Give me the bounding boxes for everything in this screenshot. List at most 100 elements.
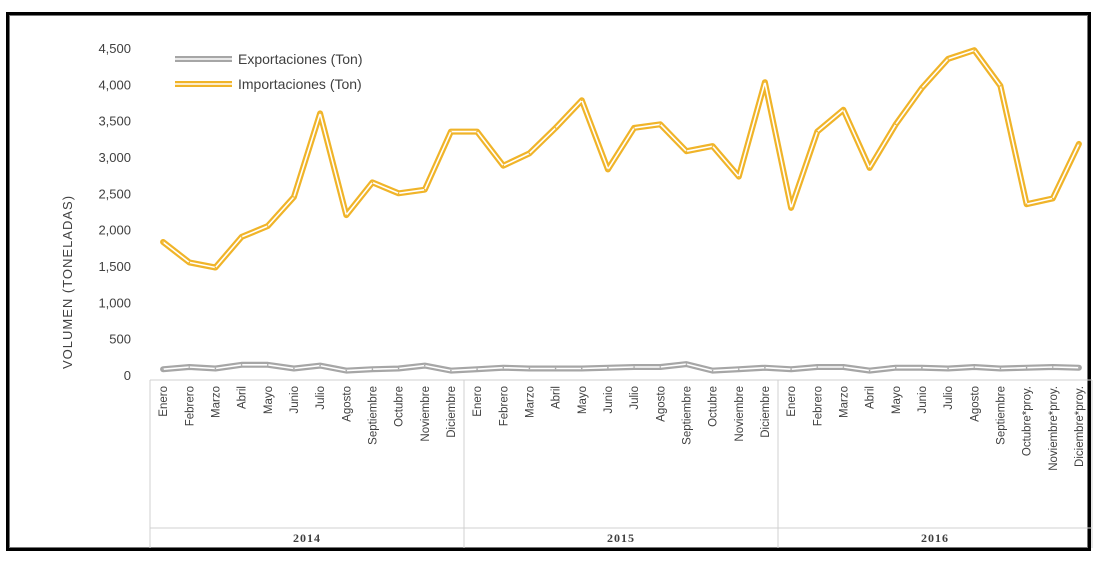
data-point-exportaciones xyxy=(1078,366,1080,369)
category-label: Enero xyxy=(472,386,484,417)
data-point-exportaciones xyxy=(293,367,295,370)
series-line-core-importaciones xyxy=(162,49,1080,269)
data-point-exportaciones xyxy=(711,369,714,372)
data-point-exportaciones xyxy=(764,366,766,369)
category-label: Enero xyxy=(158,386,170,417)
data-point-exportaciones xyxy=(816,366,819,368)
y-tick-label: 500 xyxy=(109,332,131,347)
y-tick-label: 2,000 xyxy=(98,223,131,238)
series-line-core-exportaciones xyxy=(162,363,1080,372)
legend-label-importaciones: Importaciones (Ton) xyxy=(238,76,362,92)
legend-label-exportaciones: Exportaciones (Ton) xyxy=(238,51,363,67)
category-label: Abril xyxy=(237,386,249,409)
data-point-exportaciones xyxy=(894,366,897,369)
data-point-exportaciones xyxy=(1051,366,1054,368)
data-point-importaciones xyxy=(790,207,792,209)
year-group-label: 2014 xyxy=(293,531,321,545)
data-point-importaciones xyxy=(633,127,635,129)
category-label: Mayo xyxy=(577,386,589,414)
y-tick-label: 1,000 xyxy=(98,295,131,310)
data-point-exportaciones xyxy=(607,366,609,369)
data-point-exportaciones xyxy=(633,366,635,368)
category-label: Noviembre xyxy=(420,386,432,442)
data-point-exportaciones xyxy=(423,364,426,367)
legend-item-exportaciones: Exportaciones (Ton) xyxy=(175,51,363,67)
legend-item-importaciones: Importaciones (Ton) xyxy=(175,76,362,92)
category-label: Septiembre xyxy=(995,386,1007,445)
data-point-exportaciones xyxy=(397,367,400,370)
y-tick-label: 2,500 xyxy=(98,186,131,201)
data-point-exportaciones xyxy=(240,364,243,366)
data-point-importaciones xyxy=(423,188,426,191)
category-label: Marzo xyxy=(524,386,536,418)
data-point-importaciones xyxy=(502,164,505,167)
data-point-importaciones xyxy=(293,196,295,198)
series-exportaciones xyxy=(160,361,1082,374)
data-point-importaciones xyxy=(764,81,766,83)
series-layer xyxy=(160,47,1082,374)
data-point-exportaciones xyxy=(188,366,191,368)
data-point-importaciones xyxy=(1025,203,1028,206)
data-point-importaciones xyxy=(999,84,1002,87)
data-point-importaciones xyxy=(659,123,662,126)
y-tick-label: 4,500 xyxy=(98,41,131,56)
category-label: Febrero xyxy=(498,386,510,426)
data-point-importaciones xyxy=(371,181,374,184)
category-label: Junio xyxy=(289,386,301,414)
data-point-importaciones xyxy=(345,214,348,216)
data-point-importaciones xyxy=(973,49,976,51)
data-point-importaciones xyxy=(711,145,714,147)
category-label: Octubre*proy. xyxy=(1022,386,1034,456)
category-label: Agosto xyxy=(969,386,981,422)
data-point-importaciones xyxy=(162,241,164,243)
data-point-exportaciones xyxy=(842,366,845,368)
category-label: Diciembre xyxy=(446,386,458,438)
data-point-importaciones xyxy=(816,130,819,133)
y-tick-label: 3,500 xyxy=(98,114,131,129)
data-point-importaciones xyxy=(921,87,923,89)
category-label: Octubre xyxy=(394,386,406,427)
category-label: Enero xyxy=(786,386,798,417)
data-point-exportaciones xyxy=(345,369,348,372)
y-tick-label: 3,000 xyxy=(98,150,131,165)
year-group-label: 2016 xyxy=(921,531,949,545)
data-point-exportaciones xyxy=(528,367,531,370)
data-point-importaciones xyxy=(580,99,583,102)
data-point-importaciones xyxy=(1051,197,1054,200)
y-tick-label: 0 xyxy=(124,368,131,383)
data-point-importaciones xyxy=(737,175,740,178)
data-point-importaciones xyxy=(868,167,871,169)
category-label: Mayo xyxy=(891,386,903,414)
category-label: Marzo xyxy=(838,386,850,418)
data-point-importaciones xyxy=(188,261,191,264)
category-label: Diciembre*proy. xyxy=(1074,386,1086,467)
data-point-exportaciones xyxy=(947,367,949,370)
data-point-importaciones xyxy=(1078,143,1080,145)
category-label: Agosto xyxy=(341,386,353,422)
axis-layer: 0 500 1,000 1,500 2,000 2,500 3,000 3,500 4,000 4… xyxy=(98,41,1093,548)
data-point-exportaciones xyxy=(450,369,452,372)
data-point-exportaciones xyxy=(868,369,871,372)
category-label: Mayo xyxy=(263,386,275,414)
category-label: Julio xyxy=(315,386,327,410)
series-importaciones xyxy=(160,47,1082,271)
data-point-exportaciones xyxy=(999,367,1002,370)
data-point-importaciones xyxy=(476,130,478,133)
data-point-exportaciones xyxy=(737,368,740,370)
data-point-exportaciones xyxy=(476,368,478,370)
data-point-importaciones xyxy=(450,130,452,133)
y-tick-label: 4,000 xyxy=(98,77,131,92)
year-group-label: 2015 xyxy=(607,531,635,545)
category-label: Julio xyxy=(629,386,641,410)
data-point-importaciones xyxy=(319,112,321,115)
category-label: Noviembre xyxy=(734,386,746,442)
data-point-importaciones xyxy=(240,236,243,238)
data-point-exportaciones xyxy=(214,367,217,370)
category-label: Noviembre*proy. xyxy=(1048,386,1060,471)
data-point-importaciones xyxy=(397,192,400,195)
category-label: Junio xyxy=(603,386,615,414)
data-point-exportaciones xyxy=(502,366,505,369)
data-point-exportaciones xyxy=(162,368,164,370)
data-point-exportaciones xyxy=(921,366,923,369)
category-label: Febrero xyxy=(184,386,196,426)
